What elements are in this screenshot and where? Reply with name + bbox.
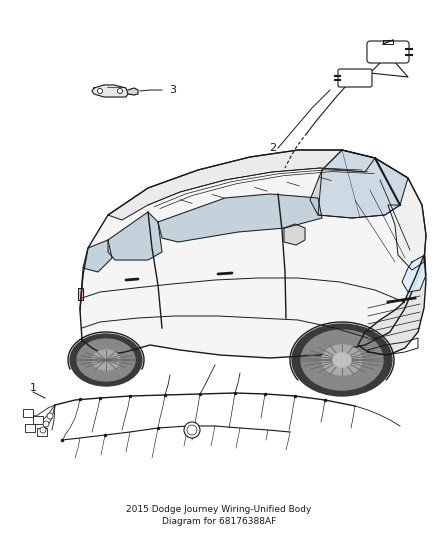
FancyBboxPatch shape	[367, 41, 409, 63]
Polygon shape	[310, 150, 408, 218]
Text: Diagram for 68176388AF: Diagram for 68176388AF	[162, 518, 276, 527]
Ellipse shape	[92, 350, 120, 370]
Polygon shape	[92, 85, 128, 97]
Text: 1: 1	[29, 383, 36, 393]
Ellipse shape	[333, 353, 351, 367]
Polygon shape	[108, 212, 162, 260]
Polygon shape	[158, 194, 322, 242]
Ellipse shape	[322, 345, 362, 375]
Circle shape	[184, 422, 200, 438]
Circle shape	[40, 427, 46, 433]
Polygon shape	[318, 150, 426, 270]
Polygon shape	[358, 255, 426, 355]
Circle shape	[47, 413, 53, 419]
Polygon shape	[83, 240, 112, 272]
Circle shape	[98, 88, 102, 93]
Polygon shape	[402, 255, 426, 292]
Polygon shape	[80, 150, 426, 358]
Bar	[33, 416, 43, 424]
Polygon shape	[108, 150, 375, 220]
Polygon shape	[78, 288, 83, 300]
Polygon shape	[128, 88, 138, 95]
FancyBboxPatch shape	[338, 69, 372, 87]
Ellipse shape	[70, 334, 142, 386]
Circle shape	[43, 421, 49, 427]
Polygon shape	[284, 224, 305, 245]
Text: 2015 Dodge Journey Wiring-Unified Body: 2015 Dodge Journey Wiring-Unified Body	[126, 505, 312, 514]
Bar	[23, 409, 33, 417]
Bar	[37, 428, 47, 436]
Text: 2: 2	[269, 143, 276, 153]
Ellipse shape	[77, 339, 135, 381]
Circle shape	[117, 88, 123, 93]
Ellipse shape	[292, 324, 392, 396]
Bar	[25, 424, 35, 432]
Ellipse shape	[301, 330, 383, 390]
Text: 3: 3	[170, 85, 177, 95]
